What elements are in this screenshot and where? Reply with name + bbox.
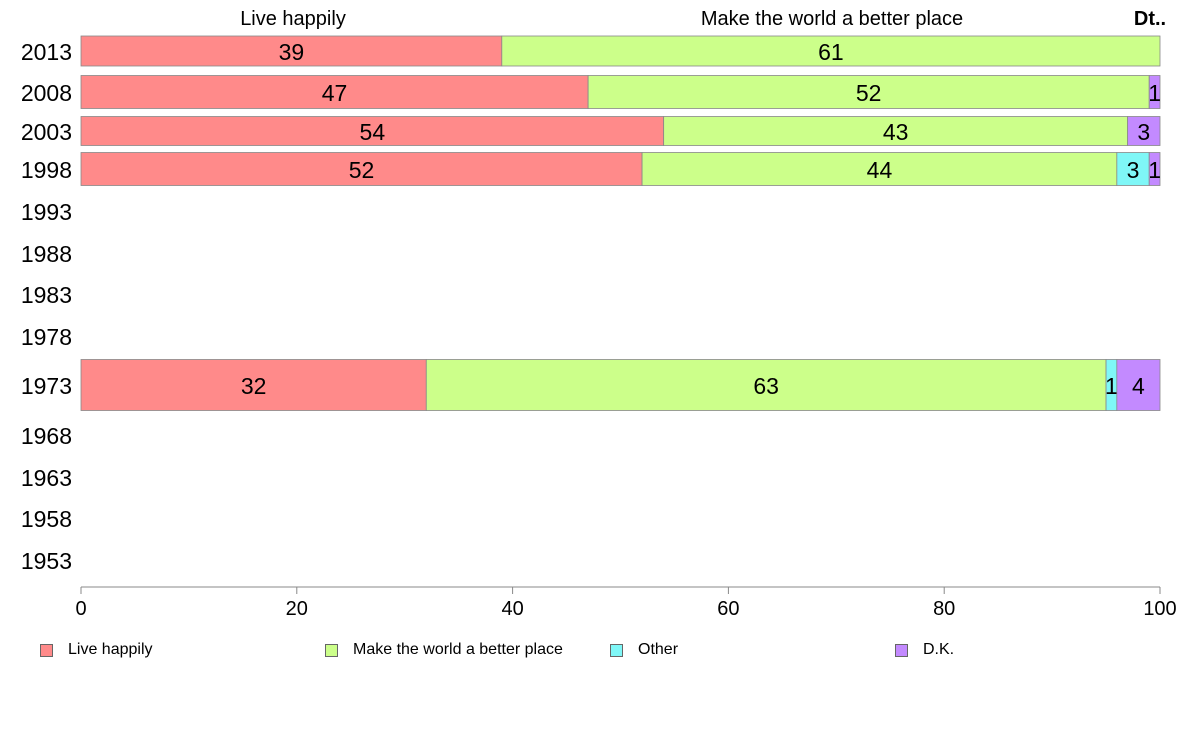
x-tick-label: 40 — [501, 598, 523, 620]
x-tick-label: 20 — [286, 598, 308, 620]
bar-segment — [1127, 116, 1161, 146]
bar-segment — [80, 35, 503, 67]
bar-segment — [1148, 75, 1161, 109]
category-label: 1998 — [21, 157, 72, 183]
data-label: 47 — [322, 80, 348, 106]
x-tick-label: 80 — [933, 598, 955, 620]
legend-swatch — [610, 643, 623, 657]
data-label: 63 — [753, 373, 779, 399]
legend-swatch — [40, 643, 53, 657]
legend-item: Live happily — [40, 638, 153, 662]
data-label: 52 — [856, 80, 882, 106]
bar-segment — [641, 152, 1118, 186]
category-label: 1978 — [21, 324, 72, 350]
bar-segment — [1148, 152, 1161, 186]
data-label: 4 — [1132, 373, 1145, 399]
legend-item: D.K. — [895, 638, 954, 662]
bar-segment — [80, 152, 643, 186]
x-tick-label: 0 — [75, 598, 86, 620]
category-label: 1968 — [21, 423, 72, 449]
category-label: 1958 — [21, 506, 72, 532]
category-label: 1983 — [21, 282, 72, 308]
data-label: 54 — [360, 119, 386, 145]
data-label: 52 — [349, 157, 375, 183]
bar-segment — [1116, 359, 1161, 411]
category-label: 2013 — [21, 39, 72, 65]
data-label: 3 — [1137, 119, 1150, 145]
data-label: 1 — [1148, 157, 1161, 183]
category-label: 1988 — [21, 241, 72, 267]
data-label: 39 — [279, 39, 305, 65]
data-label: 1 — [1105, 373, 1118, 399]
legend-label: D.K. — [923, 641, 955, 658]
top-series-label: Dt.. — [1134, 8, 1166, 30]
top-series-label: Make the world a better place — [701, 8, 963, 30]
bar-segment — [587, 75, 1150, 109]
category-label: 1993 — [21, 199, 72, 225]
data-label: 61 — [818, 39, 844, 65]
legend-item: Make the world a better place — [325, 638, 563, 662]
bar-segment — [425, 359, 1107, 411]
legend-item: Other — [610, 638, 678, 662]
bar-segment — [80, 75, 589, 109]
bar-segment — [663, 116, 1129, 146]
legend-label: Other — [638, 641, 679, 658]
bar-segment — [80, 116, 665, 146]
category-label: 1963 — [21, 465, 72, 491]
data-label: 32 — [241, 373, 267, 399]
bar-segment — [80, 359, 427, 411]
data-label: 3 — [1127, 157, 1140, 183]
category-label: 2008 — [21, 80, 72, 106]
category-label: 1973 — [21, 373, 72, 399]
bar-segment — [501, 35, 1161, 67]
data-label: 1 — [1148, 80, 1161, 106]
category-label: 2003 — [21, 119, 72, 145]
category-label: 1953 — [21, 548, 72, 574]
legend-swatch — [895, 643, 908, 657]
legend: Live happily Make the world a better plac… — [0, 638, 1188, 662]
legend-label: Live happily — [68, 641, 153, 658]
bar-segment — [1116, 152, 1150, 186]
data-label: 43 — [883, 119, 909, 145]
legend-swatch — [325, 643, 338, 657]
legend-label: Make the world a better place — [353, 641, 563, 658]
x-tick-label: 60 — [717, 598, 739, 620]
x-tick-label: 100 — [1143, 598, 1176, 620]
data-label: 44 — [867, 157, 893, 183]
top-series-label: Live happily — [240, 8, 346, 30]
